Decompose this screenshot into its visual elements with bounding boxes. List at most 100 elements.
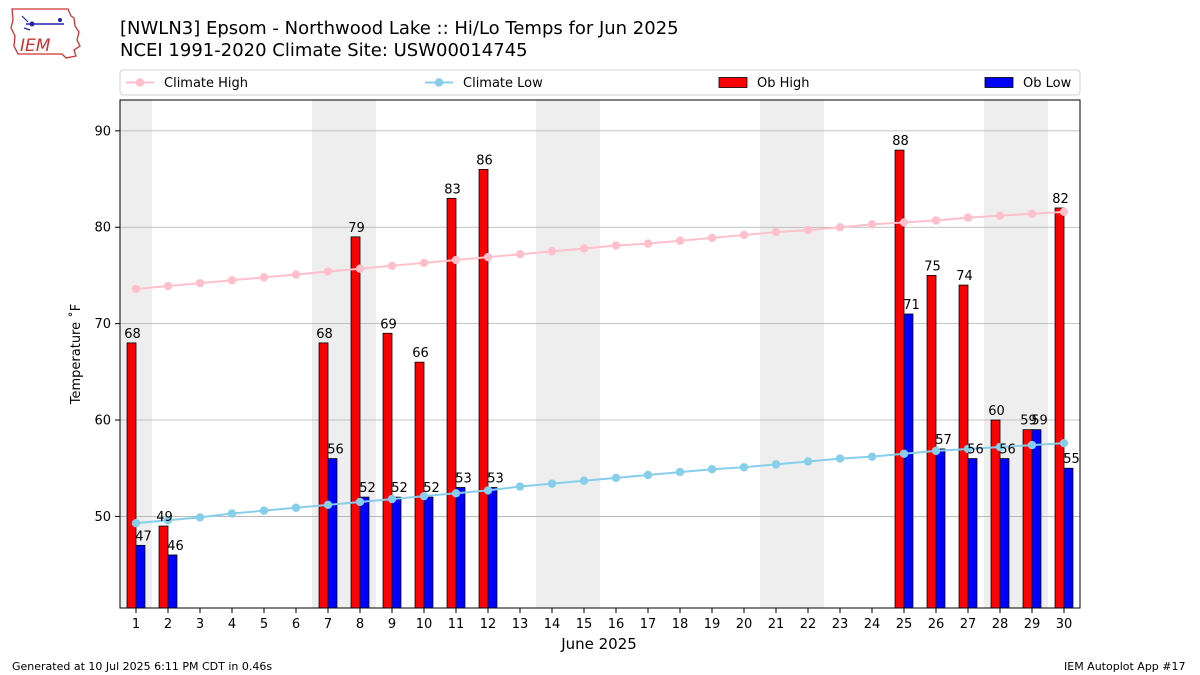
ob-low-label-29: 59 xyxy=(1031,414,1048,429)
ob-low-label-30: 55 xyxy=(1063,452,1080,467)
climate-low-point-29 xyxy=(1027,440,1037,450)
legend-marker-climate-high xyxy=(135,78,145,87)
legend-label-climate-high: Climate High xyxy=(164,76,248,91)
climate-high-point-2 xyxy=(163,281,173,291)
ob-high-bar-12 xyxy=(478,169,489,609)
chart-legend: Climate High Climate Low Ob High Ob Low xyxy=(119,69,1081,96)
ob-high-bar-30 xyxy=(1054,207,1065,609)
ob-low-bar-28 xyxy=(999,458,1010,609)
climate-high-point-17 xyxy=(643,239,653,248)
climate-low-point-22 xyxy=(803,457,813,466)
ob-high-label-11: 83 xyxy=(444,182,461,197)
x-tick-label-5: 5 xyxy=(260,617,268,632)
x-tick-label-28: 28 xyxy=(992,617,1009,632)
climate-high-point-30 xyxy=(1059,207,1069,217)
ob-low-bar-9 xyxy=(391,496,402,609)
climate-lines xyxy=(131,207,1069,528)
x-tick-label-20: 20 xyxy=(736,617,753,632)
ob-low-bar-8 xyxy=(359,496,370,609)
ob-high-label-2: 49 xyxy=(156,510,173,525)
ob-low-bar-25 xyxy=(903,313,914,609)
x-tick-label-8: 8 xyxy=(356,617,364,632)
x-tick-label-1: 1 xyxy=(132,617,140,632)
y-axis-label: Temperature ˚F xyxy=(68,304,84,405)
climate-low-point-28 xyxy=(995,442,1005,452)
x-tick-label-14: 14 xyxy=(544,617,561,632)
climate-high-point-16 xyxy=(611,241,621,250)
ob-high-bar-7 xyxy=(318,342,329,609)
iem-logo: IEM xyxy=(10,8,81,59)
ob-high-bar-1 xyxy=(126,342,137,609)
climate-low-point-19 xyxy=(707,464,717,474)
climate-low-point-24 xyxy=(867,452,877,461)
ob-low-bar-26 xyxy=(935,448,946,609)
y-tick-label-60: 60 xyxy=(94,414,111,429)
climate-low-point-2 xyxy=(163,516,173,525)
legend-marker-climate-low xyxy=(434,78,444,87)
ob-low-label-2: 46 xyxy=(167,539,184,554)
climate-high-point-15 xyxy=(579,244,589,253)
weekend-band-22 xyxy=(792,100,824,608)
climate-high-point-6 xyxy=(291,270,301,279)
ob-low-bar-27 xyxy=(967,458,978,609)
legend-swatch-ob-high xyxy=(718,77,748,88)
y-tick-label-80: 80 xyxy=(94,221,111,236)
climate-high-point-21 xyxy=(771,227,781,237)
climate-low-point-9 xyxy=(387,494,397,504)
climate-low-point-14 xyxy=(547,479,557,488)
x-tick-label-18: 18 xyxy=(672,617,689,632)
climate-high-point-27 xyxy=(963,213,973,222)
x-axis-label: June 2025 xyxy=(560,635,637,653)
climate-high-point-9 xyxy=(387,261,397,270)
x-tick-label-3: 3 xyxy=(196,617,204,632)
x-tick-label-21: 21 xyxy=(768,617,785,632)
climate-low-point-26 xyxy=(931,446,941,456)
climate-low-point-11 xyxy=(451,489,461,498)
x-tick-label-13: 13 xyxy=(512,617,529,632)
climate-low-point-30 xyxy=(1059,438,1069,448)
climate-low-point-4 xyxy=(227,509,237,518)
legend-label-ob-low: Ob Low xyxy=(1023,76,1072,91)
climate-high-point-19 xyxy=(707,233,717,243)
ob-low-label-1: 47 xyxy=(135,529,152,544)
climate-high-point-5 xyxy=(259,273,269,282)
y-tick-label-50: 50 xyxy=(94,510,111,525)
ob-high-label-30: 82 xyxy=(1052,192,1069,207)
x-tick-label-17: 17 xyxy=(640,617,657,632)
x-tick-label-29: 29 xyxy=(1024,617,1041,632)
climate-low-point-7 xyxy=(323,500,333,510)
ob-high-label-9: 69 xyxy=(380,317,397,332)
ob-high-bar-8 xyxy=(350,236,361,609)
x-tick-label-30: 30 xyxy=(1056,617,1073,632)
chart-title: [NWLN3] Epsom - Northwood Lake :: Hi/Lo … xyxy=(120,18,679,39)
x-tick-label-4: 4 xyxy=(228,617,236,632)
climate-high-point-22 xyxy=(803,225,813,235)
ob-high-label-27: 74 xyxy=(956,269,973,284)
climate-low-point-8 xyxy=(355,497,365,507)
ob-low-bar-7 xyxy=(327,458,338,609)
climate-low-point-18 xyxy=(675,467,685,477)
ob-low-label-8: 52 xyxy=(359,481,376,496)
climate-high-point-23 xyxy=(835,223,845,232)
x-tick-label-25: 25 xyxy=(896,617,913,632)
ob-low-label-11: 53 xyxy=(455,472,472,487)
climate-high-point-8 xyxy=(355,264,365,273)
x-tick-label-7: 7 xyxy=(324,617,332,632)
climate-high-point-7 xyxy=(323,267,333,276)
climate-high-point-1 xyxy=(131,284,141,294)
x-tick-label-19: 19 xyxy=(704,617,721,632)
climate-high-point-18 xyxy=(675,236,685,245)
climate-high-point-29 xyxy=(1027,209,1037,218)
ob-low-label-12: 53 xyxy=(487,472,504,487)
legend-box xyxy=(119,69,1081,96)
x-tick-label-23: 23 xyxy=(832,617,849,632)
x-tick-label-22: 22 xyxy=(800,617,817,632)
ob-high-bar-29 xyxy=(1022,429,1033,609)
climate-high-point-10 xyxy=(419,258,429,268)
x-tick-label-15: 15 xyxy=(576,617,593,632)
climate-high-point-12 xyxy=(483,252,493,262)
weekend-band-14 xyxy=(536,100,568,608)
climate-low-point-3 xyxy=(195,513,205,522)
